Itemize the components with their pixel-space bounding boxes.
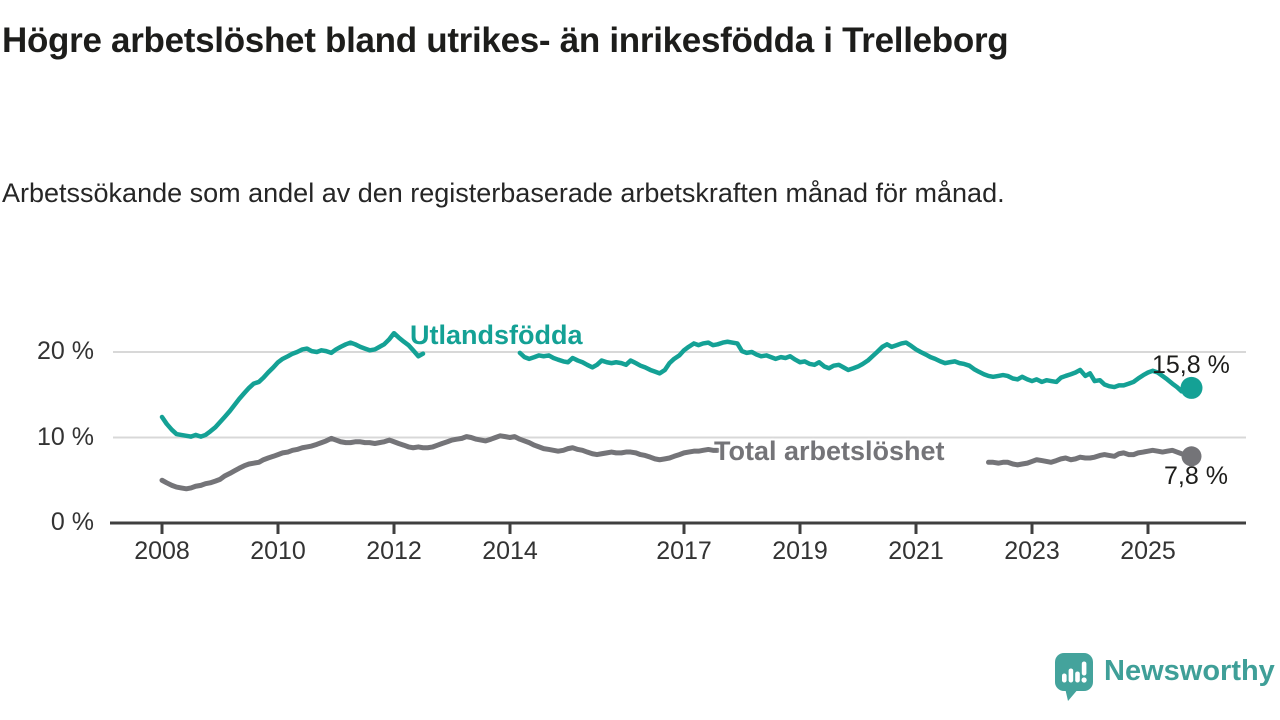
x-tick-label: 2008 [134,537,190,565]
end-value-label-utlandsfodda: 15,8 % [1152,351,1230,379]
series-line-0-segment-0 [159,330,426,439]
y-tick-label: 10 % [37,422,94,451]
newsworthy-logo[interactable]: Newsworthy [1054,652,1275,702]
x-tick-label: 2014 [482,537,538,565]
series-label-total-arbetsloshet: Total arbetslöshet [714,436,945,466]
x-tick-label: 2017 [656,537,712,565]
series-end-dot-0 [1180,376,1203,399]
series-label-utlandsfodda: Utlandsfödda [410,320,583,350]
x-tick-label: 2023 [1004,537,1060,565]
x-tick-label: 2019 [772,537,828,565]
x-tick-label: 2010 [250,537,306,565]
series-line-1-segment-1 [986,447,1194,468]
page-subtitle: Arbetssökande som andel av den registerb… [2,178,1005,208]
series-line-1-segment-0 [159,433,721,492]
x-tick-label: 2025 [1120,537,1176,565]
page-title: Högre arbetslöshet bland utrikes- än inr… [2,21,1009,60]
x-tick-label: 2021 [888,537,944,565]
end-value-label-total: 7,8 % [1164,462,1228,490]
series-line-0-segment-1 [517,339,1194,394]
newsworthy-logo-icon [1055,653,1093,701]
y-tick-label: 20 % [37,337,94,365]
newsworthy-wordmark: Newsworthy [1104,655,1275,687]
y-tick-label: 0 % [50,508,94,536]
x-tick-label: 2012 [366,537,422,565]
